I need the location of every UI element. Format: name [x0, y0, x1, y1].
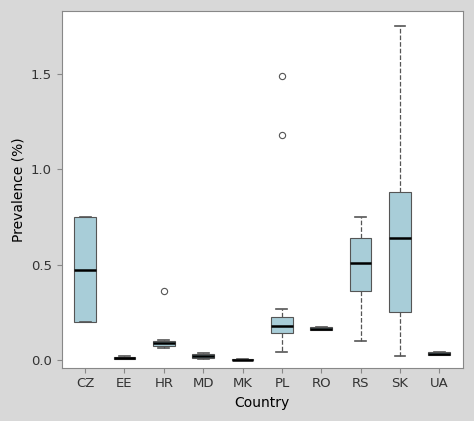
PathPatch shape — [271, 317, 293, 333]
PathPatch shape — [428, 352, 450, 355]
PathPatch shape — [74, 217, 96, 322]
PathPatch shape — [114, 357, 135, 359]
PathPatch shape — [153, 341, 174, 346]
PathPatch shape — [389, 192, 411, 312]
Y-axis label: Prevalence (%): Prevalence (%) — [11, 137, 25, 242]
PathPatch shape — [310, 327, 332, 330]
PathPatch shape — [232, 359, 253, 360]
X-axis label: Country: Country — [235, 396, 290, 410]
PathPatch shape — [192, 354, 214, 358]
PathPatch shape — [350, 238, 372, 291]
